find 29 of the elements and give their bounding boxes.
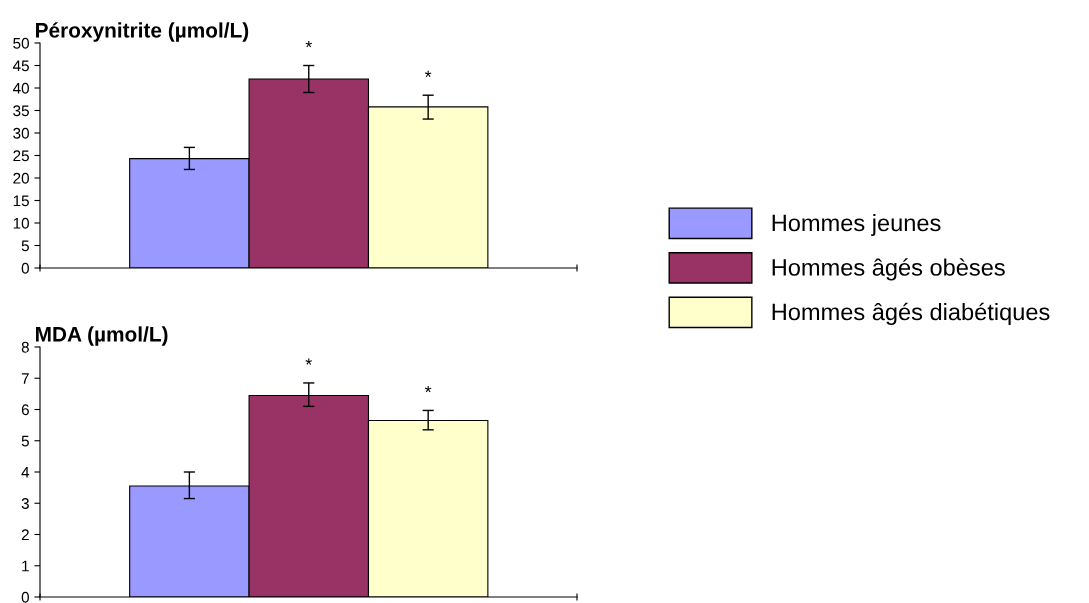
y-tick-label: 0 [21,262,29,274]
chart-title: Péroxynitrite (µmol/L) [36,22,249,42]
y-tick-label: 4 [21,467,30,478]
y-tick-label: 8 [21,341,29,353]
y-tick-label: 15 [13,195,29,207]
y-tick-label: 0 [21,591,29,603]
y-tick-label: 3 [21,498,29,509]
y-tick-label: 35 [13,105,29,117]
legend-label: Hommes âgés obèses [772,258,1005,281]
y-tick-label: 2 [21,529,29,541]
y-tick-label: 10 [13,217,29,229]
annotation: * [305,41,312,48]
y-tick-label: 25 [13,150,29,162]
y-tick-label: 6 [21,404,29,416]
annotation: * [424,70,432,78]
y-tick-label: 7 [21,373,29,384]
y-tick-label: 5 [21,435,29,447]
chart-title: MDA (µmol/L) [36,326,168,346]
y-tick-label: 40 [12,82,29,94]
y-tick-label: 50 [13,37,29,49]
y-tick-label: 30 [13,127,29,139]
legend-label: Hommes jeunes [772,213,941,236]
legend-label: Hommes âgés diabétiques [772,302,1050,325]
y-tick-label: 20 [13,172,29,184]
annotation: * [424,385,432,393]
y-tick-label: 5 [21,240,29,252]
annotation: * [305,358,312,365]
y-tick-label: 45 [12,60,29,72]
y-tick-label: 1 [22,560,29,572]
